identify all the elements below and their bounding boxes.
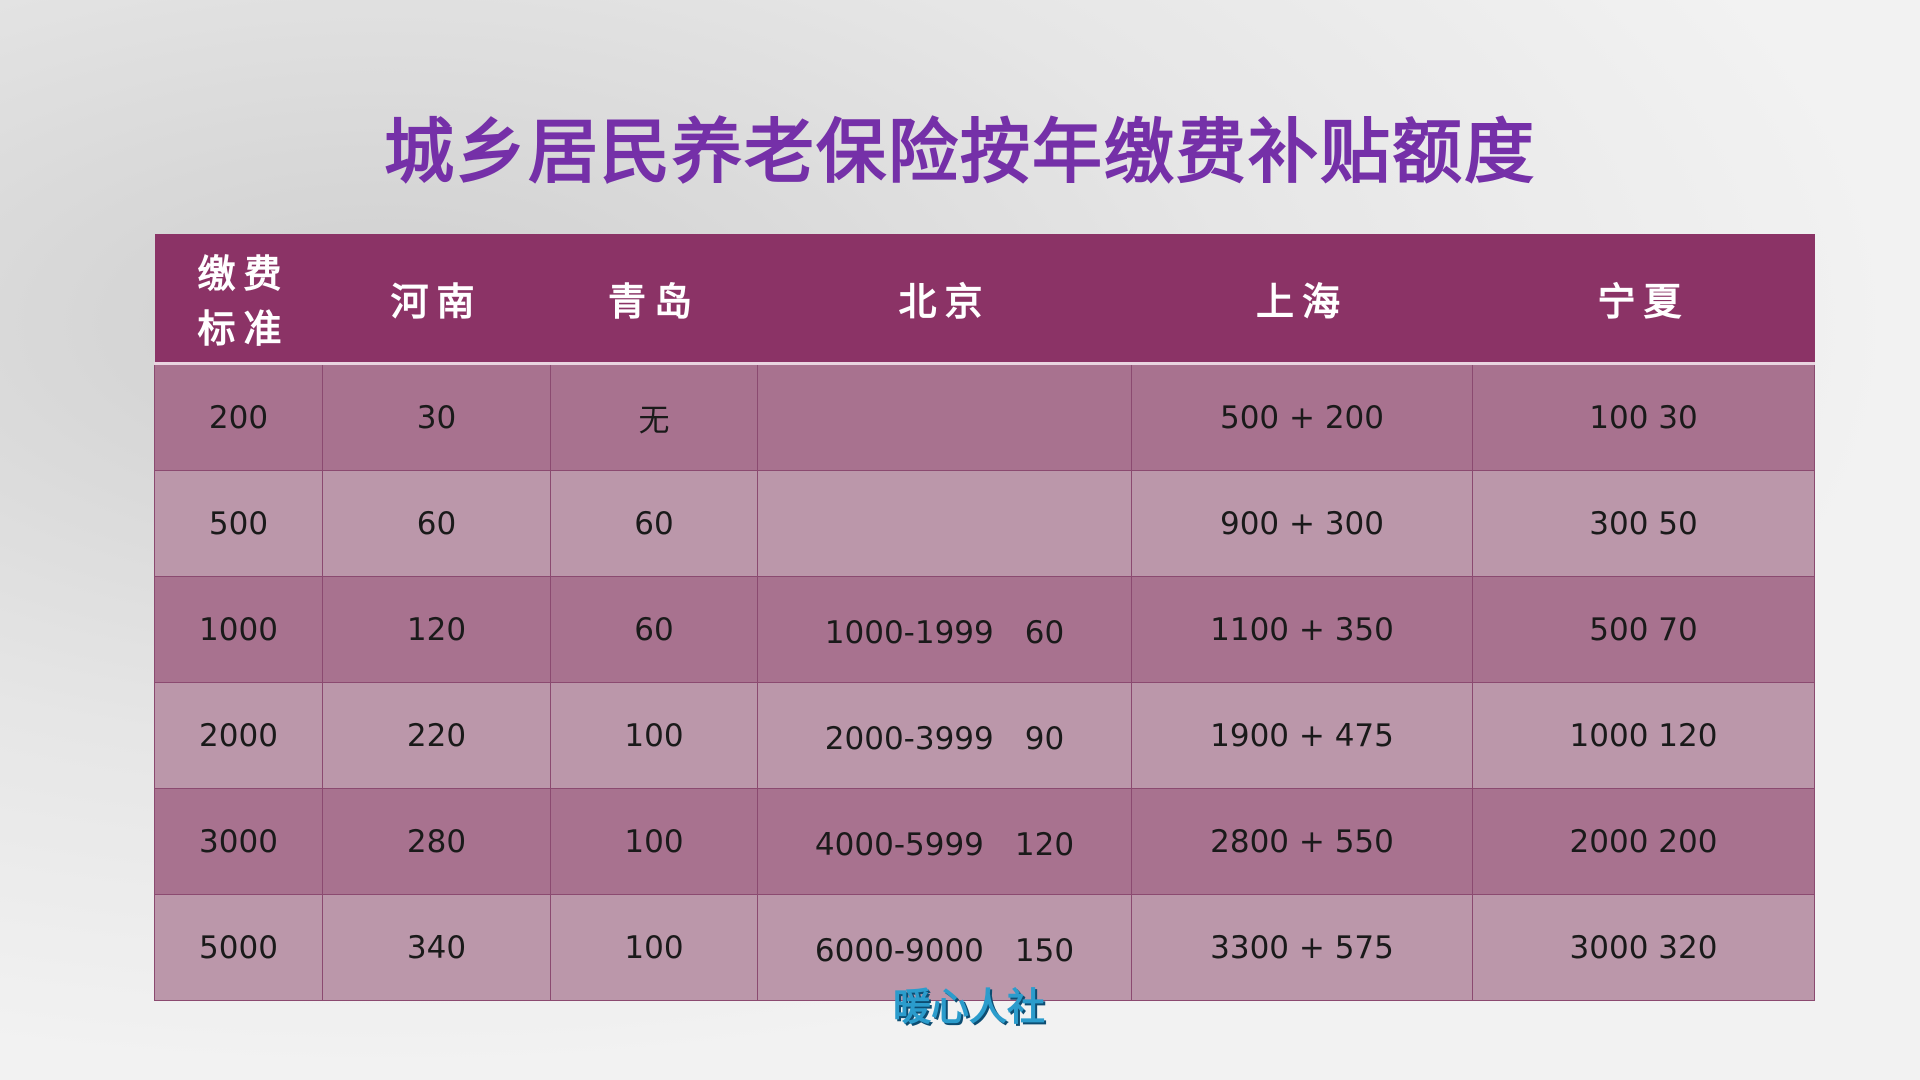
table-cell: 2800 + 550 xyxy=(1131,788,1473,895)
table-cell: 1000-1999 60 xyxy=(757,576,1132,683)
table-row: 2000 220 100 2000-3999 90 1900 + 475 1000 120 xyxy=(154,682,1815,789)
table-cell: 2000 200 xyxy=(1472,788,1815,895)
table-cell: 5000 xyxy=(154,894,323,1001)
table-cell: 340 xyxy=(322,894,551,1001)
table-row: 500 60 60 900 + 300 300 50 xyxy=(154,470,1815,577)
header-cell: 宁夏 xyxy=(1472,234,1815,365)
table-cell: 500 + 200 xyxy=(1131,363,1473,471)
table-cell: 60 xyxy=(550,470,758,577)
table-cell: 1900 + 475 xyxy=(1131,682,1473,789)
table-cell: 3000 xyxy=(154,788,323,895)
header-row: 缴费标准 河南 青岛 北京 上海 宁夏 xyxy=(154,234,1815,365)
title: 城乡居民养老保险按年缴费补贴额度 xyxy=(384,111,1536,193)
table-cell: 2000 xyxy=(154,682,323,789)
table-cell: 100 30 xyxy=(1472,363,1815,471)
table-cell: 1100 + 350 xyxy=(1131,576,1473,683)
header-cell: 北京 xyxy=(757,234,1132,365)
table-cell: 200 xyxy=(154,363,323,471)
table-cell: 120 xyxy=(322,576,551,683)
table-row: 200 30 无 500 + 200 100 30 xyxy=(154,363,1815,471)
table-cell: 900 + 300 xyxy=(1131,470,1473,577)
table-cell xyxy=(757,470,1132,577)
table-cell: 30 xyxy=(322,363,551,471)
table-cell: 500 xyxy=(154,470,323,577)
table-cell: 100 xyxy=(550,788,758,895)
table-row: 3000 280 100 4000-5999 120 2800 + 550 2000 20… xyxy=(154,788,1815,895)
table-cell: 280 xyxy=(322,788,551,895)
table-cell: 100 xyxy=(550,894,758,1001)
table-cell: 3300 + 575 xyxy=(1131,894,1473,1001)
table-row: 5000 340 100 6000-9000 150 3300 + 575 3000 32… xyxy=(154,894,1815,1001)
header-cell: 青岛 xyxy=(550,234,758,365)
header-cell: 河南 xyxy=(322,234,551,365)
table-cell: 500 70 xyxy=(1472,576,1815,683)
table-cell xyxy=(757,363,1132,471)
table-body: 200 30 无 500 + 200 100 30 500 60 60 900 + 300 300… xyxy=(154,363,1815,1001)
table-cell: 60 xyxy=(550,576,758,683)
table: 缴费标准 河南 青岛 北京 上海 宁夏 200 30 无 500 + 200 100 30 500 6… xyxy=(154,234,1815,1001)
header-cell: 上海 xyxy=(1131,234,1473,365)
table-cell: 3000 320 xyxy=(1472,894,1815,1001)
table-cell: 1000 xyxy=(154,576,323,683)
watermark: 暖心人社 xyxy=(893,985,1046,1029)
table-row: 1000 120 60 1000-1999 60 1100 + 350 500 70 xyxy=(154,576,1815,683)
header-cell: 缴费标准 xyxy=(154,234,323,365)
table-cell: 60 xyxy=(322,470,551,577)
table-cell: 无 xyxy=(550,363,758,471)
table-cell: 1000 120 xyxy=(1472,682,1815,789)
table-cell: 2000-3999 90 xyxy=(757,682,1132,789)
table-cell: 100 xyxy=(550,682,758,789)
table-cell: 300 50 xyxy=(1472,470,1815,577)
table-cell: 6000-9000 150 xyxy=(757,894,1132,1001)
table-cell: 4000-5999 120 xyxy=(757,788,1132,895)
table-cell: 220 xyxy=(322,682,551,789)
